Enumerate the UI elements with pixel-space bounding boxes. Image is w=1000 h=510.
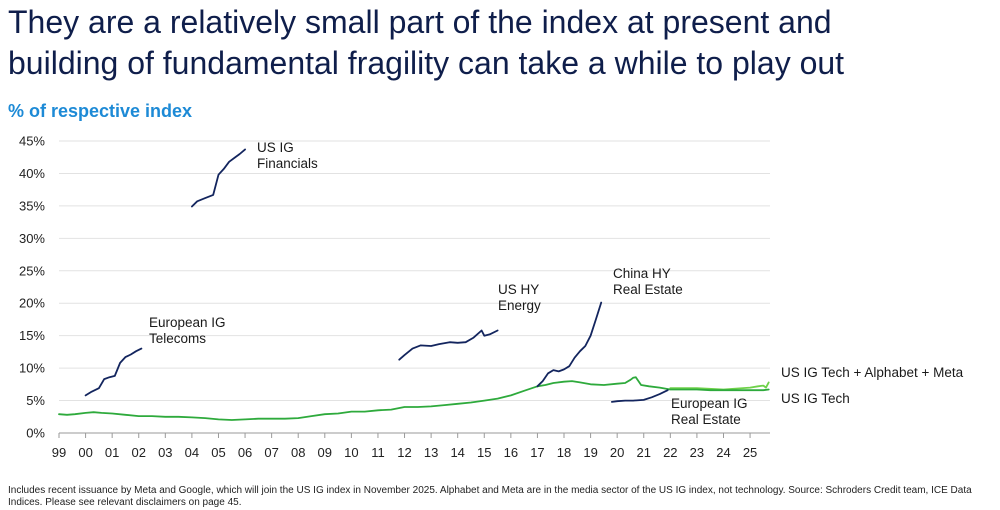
x-tick-label: 10 xyxy=(344,445,358,460)
x-tick-label: 17 xyxy=(530,445,544,460)
series-label-line: Energy xyxy=(498,298,541,313)
x-tick-label: 25 xyxy=(743,445,757,460)
series-label-line: US IG xyxy=(257,140,294,155)
y-tick-label: 40% xyxy=(19,166,45,181)
series-line-us-hy-energy xyxy=(398,329,499,361)
series-line-european-ig-telecoms xyxy=(84,347,143,397)
title-line-1: They are a relatively small part of the … xyxy=(8,4,832,40)
x-tick-label: 99 xyxy=(52,445,66,460)
y-tick-label: 15% xyxy=(19,328,45,343)
series-label-us-ig-tech-alphabet-meta: US IG Tech + Alphabet + Meta xyxy=(781,365,964,380)
x-tick-label: 08 xyxy=(291,445,305,460)
series-label-line: US IG Tech xyxy=(781,391,850,406)
series-line-china-hy-real-estate xyxy=(536,301,603,388)
x-tick-label: 11 xyxy=(371,445,385,460)
y-tick-label: 30% xyxy=(19,231,45,246)
x-tick-label: 05 xyxy=(211,445,225,460)
x-tick-label: 02 xyxy=(132,445,146,460)
y-tick-label: 20% xyxy=(19,296,45,311)
x-tick-label: 06 xyxy=(238,445,252,460)
series-label-line: European IG xyxy=(671,396,748,411)
x-tick-label: 22 xyxy=(663,445,677,460)
x-tick-label: 12 xyxy=(397,445,411,460)
series-label-line: European IG xyxy=(149,315,226,330)
x-tick-label: 21 xyxy=(637,445,651,460)
x-tick-label: 15 xyxy=(477,445,491,460)
title-line-2: building of fundamental fragility can ta… xyxy=(8,45,845,81)
series-label-us-ig-tech: US IG Tech xyxy=(781,391,850,406)
x-tick-label: 01 xyxy=(105,445,119,460)
x-tick-label: 23 xyxy=(690,445,704,460)
x-tick-label: 03 xyxy=(158,445,172,460)
series-label-line: Financials xyxy=(257,156,318,171)
series-label-line: Telecoms xyxy=(149,331,206,346)
x-tick-label: 24 xyxy=(716,445,730,460)
x-tick-label: 20 xyxy=(610,445,624,460)
series-label-line: US IG Tech + Alphabet + Meta xyxy=(781,365,964,380)
series-label-line: Real Estate xyxy=(671,412,741,427)
y-tick-label: 25% xyxy=(19,263,45,278)
y-tick-label: 45% xyxy=(19,134,45,149)
series-line-us-ig-tech-alphabet-meta xyxy=(669,381,770,391)
chart-title: They are a relatively small part of the … xyxy=(8,2,993,84)
series-line-us-ig-financials xyxy=(190,148,247,208)
x-tick-label: 00 xyxy=(78,445,92,460)
x-tick-label: 18 xyxy=(557,445,571,460)
series-label-line: US HY xyxy=(498,282,539,297)
series-label-line: Real Estate xyxy=(613,282,683,297)
series-line-us-ig-tech xyxy=(58,376,770,421)
line-chart: 0% 5% 10% 15% 20% 25% 30% 35% 40% 45% 99 00 01 02 03 0… xyxy=(19,134,964,461)
y-tick-label: 0% xyxy=(26,426,45,441)
y-tick-label: 10% xyxy=(19,361,45,376)
chart-subtitle: % of respective index xyxy=(8,101,193,121)
series-line-european-ig-real-estate xyxy=(611,389,669,403)
x-tick-label: 07 xyxy=(264,445,278,460)
x-tick-label: 19 xyxy=(583,445,597,460)
x-tick-label: 14 xyxy=(450,445,464,460)
x-tick-label: 04 xyxy=(185,445,199,460)
footnote: Includes recent issuance by Meta and Goo… xyxy=(8,485,972,508)
series-label-line: China HY xyxy=(613,266,671,281)
x-tick-label: 16 xyxy=(504,445,518,460)
gridlines xyxy=(59,140,770,434)
y-tick-label: 35% xyxy=(19,198,45,213)
series-labels: US IG Tech + Alphabet + Meta US IG Tech Eu… xyxy=(149,140,964,427)
x-tick-label: 09 xyxy=(318,445,332,460)
x-axis-ticks: 99 00 01 02 03 04 05 06 07 08 09 10 11 12 13 14 15 16 17 18… xyxy=(52,433,757,460)
series-lines xyxy=(58,148,770,421)
x-tick-label: 13 xyxy=(424,445,438,460)
y-axis-ticks: 0% 5% 10% 15% 20% 25% 30% 35% 40% 45% xyxy=(19,134,45,441)
y-tick-label: 5% xyxy=(26,393,45,408)
